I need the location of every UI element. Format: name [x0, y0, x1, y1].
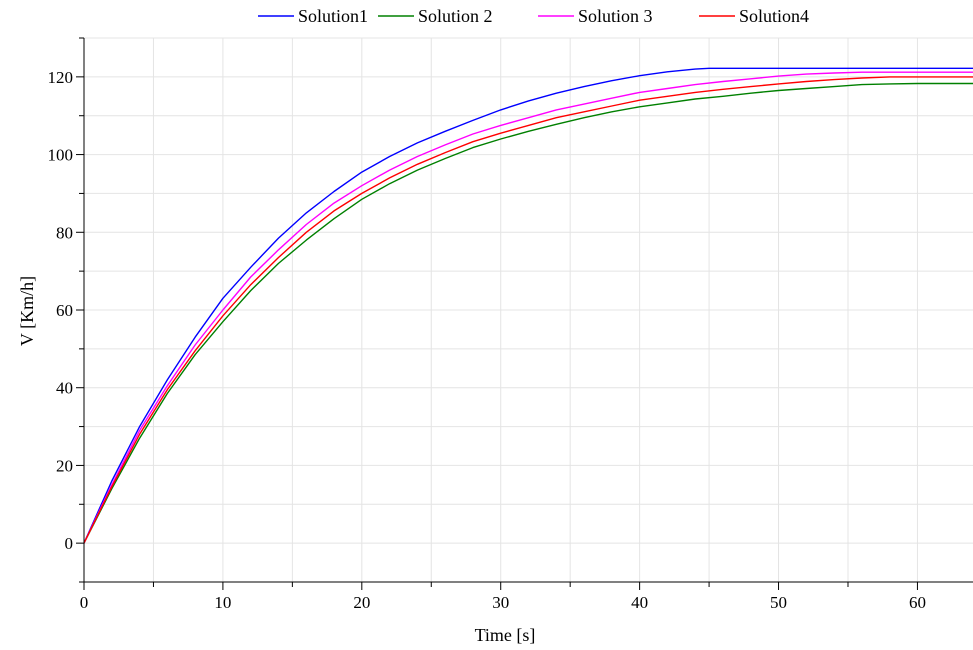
x-tick-label: 20: [353, 593, 370, 612]
legend-label: Solution1: [298, 6, 368, 26]
x-axis-title: Time [s]: [475, 625, 536, 645]
y-tick-label: 0: [65, 534, 74, 553]
axes: [76, 37, 973, 590]
y-tick-label: 100: [48, 146, 74, 165]
y-tick-label: 20: [56, 456, 73, 475]
y-tick-label: 60: [56, 301, 73, 320]
x-tick-label: 0: [80, 593, 89, 612]
legend-item-3: Solution 3: [538, 6, 653, 26]
legend-item-2: Solution 2: [378, 6, 493, 26]
legend-item-1: Solution1: [258, 6, 368, 26]
x-tick-label: 10: [214, 593, 231, 612]
series-layer: [84, 67, 973, 544]
series-line-3: [84, 71, 973, 544]
x-tick-label: 50: [770, 593, 787, 612]
x-tick-label: 60: [909, 593, 926, 612]
legend-label: Solution 3: [578, 6, 653, 26]
y-tick-label: 120: [48, 68, 74, 87]
x-tick-label: 40: [631, 593, 648, 612]
series-line-4: [84, 76, 973, 544]
tick-labels: 0 10 20 30 40 50 60 0 20 40 60 80 100 120: [48, 68, 926, 612]
y-tick-label: 40: [56, 379, 73, 398]
legend: Solution1 Solution 2 Solution 3 Solution4: [258, 6, 809, 26]
y-tick-label: 80: [56, 223, 73, 242]
legend-item-4: Solution4: [699, 6, 809, 26]
grid: [83, 37, 973, 583]
series-line-2: [84, 82, 973, 544]
legend-label: Solution 2: [418, 6, 493, 26]
x-tick-label: 30: [492, 593, 509, 612]
legend-label: Solution4: [739, 6, 809, 26]
y-axis-title: V [Km/h]: [17, 276, 37, 346]
series-line-1: [84, 67, 973, 544]
